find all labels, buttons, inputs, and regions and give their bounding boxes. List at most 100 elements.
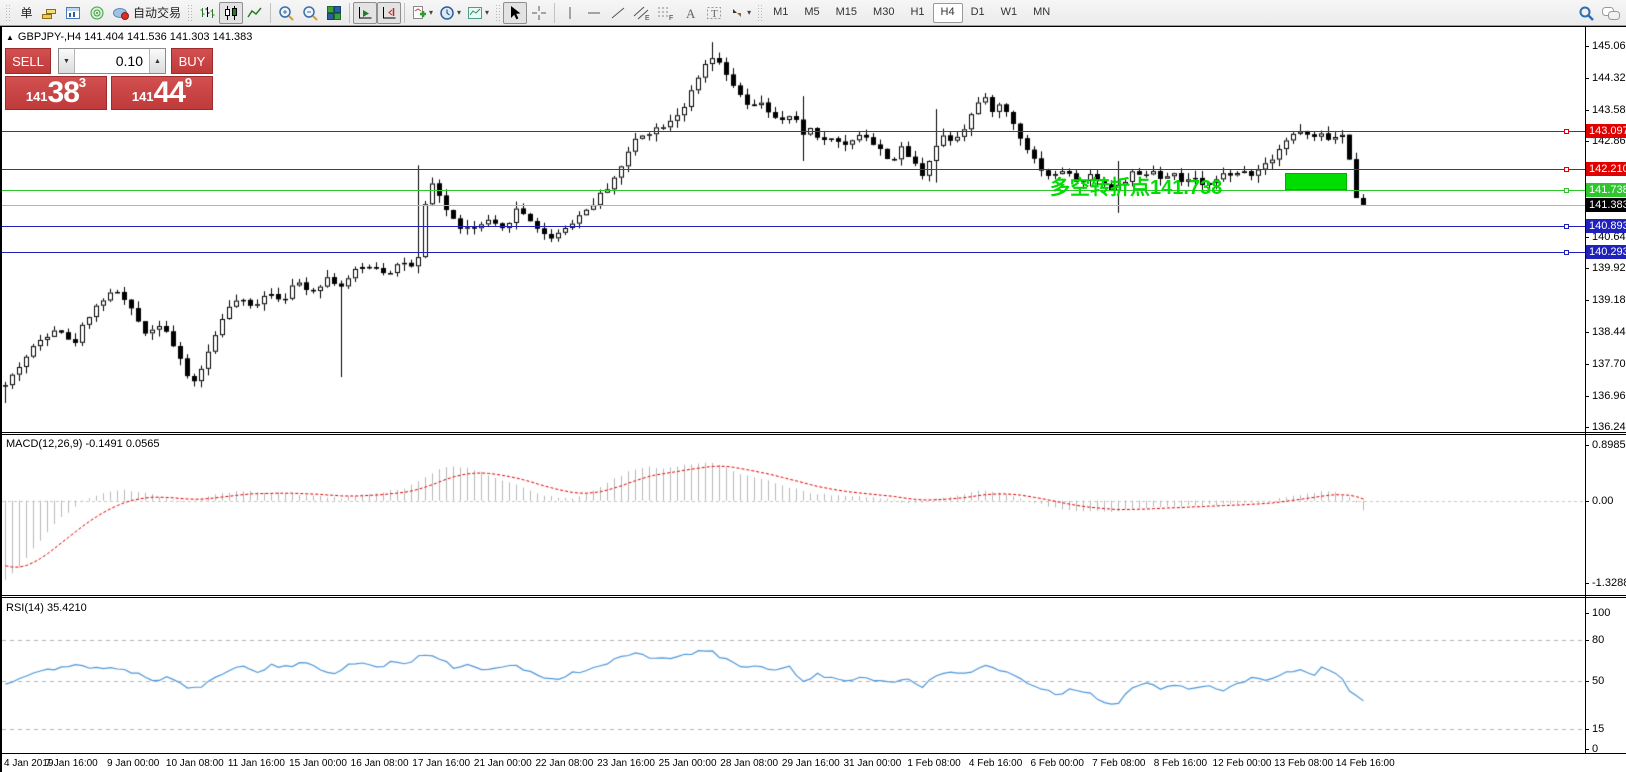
hline-140.293[interactable] — [2, 250, 1585, 255]
one-click-trading-panel: SELL ▼ ▲ BUY 141 38 3 141 44 9 — [5, 48, 213, 110]
cursor-icon — [507, 5, 523, 21]
toolbar-grip[interactable] — [5, 3, 10, 22]
timeframe-button-m15[interactable]: M15 — [835, 5, 858, 18]
timeframe-button-m1[interactable]: M1 — [773, 5, 789, 18]
toolbar-grip[interactable] — [495, 3, 501, 22]
timeframe-button-h1[interactable]: H1 — [910, 5, 925, 18]
chart-profiles-button[interactable] — [61, 2, 85, 24]
autotrading-button[interactable]: 自动交易 — [109, 2, 184, 24]
hline-140.893[interactable] — [2, 224, 1585, 229]
sell-price-sup: 3 — [78, 75, 87, 90]
pane-separator[interactable] — [2, 432, 1626, 435]
trendline-button[interactable] — [606, 2, 630, 24]
indicators-button[interactable]: ▾ — [408, 2, 436, 24]
buy-price-button[interactable]: 141 44 9 — [111, 76, 213, 110]
horizontal-line-button[interactable] — [582, 2, 606, 24]
periods-button[interactable]: ▾ — [436, 2, 464, 24]
time-axis[interactable]: 4 Jan 2019 7 Jan 16:00 9 Jan 00:00 10 Jan 0… — [2, 753, 1626, 772]
toolbar-grip[interactable] — [757, 3, 763, 22]
volume-increase-button[interactable]: ▲ — [149, 49, 165, 73]
gold-bars-icon — [41, 5, 57, 21]
market-watch-button[interactable] — [85, 2, 109, 24]
hline-141.383[interactable] — [2, 205, 1585, 206]
hline-143.097[interactable] — [2, 129, 1585, 134]
zoom-out-button[interactable] — [298, 2, 322, 24]
svg-text:A: A — [686, 6, 696, 21]
line-chart-icon — [247, 5, 263, 21]
hline-141.738[interactable] — [2, 188, 1585, 193]
volume-input[interactable] — [75, 49, 149, 73]
line-handle[interactable] — [1564, 167, 1569, 172]
chat-button[interactable] — [1598, 2, 1624, 24]
crosshair-button[interactable] — [527, 2, 551, 24]
cursor-button[interactable] — [503, 1, 528, 24]
annotation-text[interactable]: 多空转折点141.738 — [1050, 177, 1223, 199]
volume-decrease-button[interactable]: ▼ — [59, 49, 75, 73]
line-handle[interactable] — [1564, 188, 1569, 193]
price-tick: 144.320 — [1585, 72, 1626, 84]
arrows-icon — [729, 5, 745, 21]
new-chart-button[interactable] — [37, 2, 61, 24]
tile-windows-button[interactable] — [322, 2, 346, 24]
fibonacci-icon: F — [657, 5, 675, 21]
price-tick: 145.060 — [1585, 40, 1626, 52]
time-label: 4 Feb 16:00 — [968, 758, 1023, 769]
templates-button[interactable]: ▾ — [464, 2, 492, 24]
price-tick: 136.960 — [1585, 390, 1626, 402]
dropdown-caret-icon: ▾ — [747, 8, 752, 17]
timeframe-button-m5[interactable]: M5 — [804, 5, 820, 18]
dropdown-caret-icon: ▾ — [457, 8, 462, 17]
buy-button[interactable]: BUY — [171, 48, 213, 74]
price-tick: 137.700 — [1585, 358, 1626, 370]
time-label: 25 Jan 00:00 — [658, 758, 717, 769]
chart-canvas[interactable] — [2, 27, 1585, 772]
line-handle[interactable] — [1564, 250, 1569, 255]
chart-shift-button[interactable] — [377, 1, 402, 24]
search-button[interactable] — [1574, 2, 1598, 24]
text-label-icon: T — [705, 5, 723, 21]
time-label: 10 Jan 08:00 — [165, 758, 224, 769]
time-label: 11 Jan 16:00 — [227, 758, 285, 769]
timeframe-button-m30[interactable]: M30 — [873, 5, 895, 18]
text-label-button[interactable]: T — [702, 2, 726, 24]
hline-142.210[interactable] — [2, 167, 1585, 172]
macd-tick: 0.00 — [1584, 494, 1614, 507]
zoom-in-button[interactable] — [274, 2, 298, 24]
chart-window-icon — [65, 5, 81, 21]
collapse-arrow-icon[interactable]: ▲ — [6, 33, 14, 42]
timeframe-button-d1[interactable]: D1 — [970, 5, 985, 18]
fibonacci-button[interactable]: F — [654, 2, 678, 24]
timeframe-button-w1[interactable]: W1 — [1000, 5, 1018, 18]
arrows-button[interactable]: ▾ — [726, 2, 754, 24]
candlestick-chart-button[interactable] — [219, 1, 244, 24]
bar-chart-button[interactable] — [195, 2, 219, 24]
text-button[interactable]: A — [678, 2, 702, 24]
svg-text:T: T — [711, 8, 718, 20]
line-handle[interactable] — [1564, 129, 1569, 134]
macd-tick: 0.8985 — [1585, 439, 1626, 452]
price-tick: 140.640 — [1585, 231, 1626, 243]
sell-button[interactable]: SELL — [5, 48, 51, 74]
timeframe-button-mn[interactable]: MN — [1033, 5, 1051, 18]
time-label: 21 Jan 00:00 — [473, 758, 532, 769]
symbol-ohlc-text: GBPJPY-,H4 141.404 141.536 141.303 141.3… — [17, 31, 253, 43]
time-label: 17 Jan 16:00 — [412, 758, 471, 769]
time-label: 22 Jan 08:00 — [535, 758, 594, 769]
pane-separator[interactable] — [2, 595, 1626, 598]
timeframe-button-h4[interactable]: H4 — [932, 2, 963, 23]
vertical-line-button[interactable] — [558, 2, 582, 24]
new-order-button[interactable]: 单 — [13, 2, 37, 24]
autoscroll-button[interactable] — [353, 1, 378, 24]
toolbar-grip[interactable] — [187, 3, 193, 22]
clock-icon — [439, 5, 455, 21]
line-chart-button[interactable] — [243, 2, 267, 24]
text-a-icon: A — [682, 5, 698, 21]
dropdown-caret-icon: ▾ — [429, 8, 434, 17]
template-icon — [467, 5, 483, 21]
highlight-rectangle[interactable] — [1285, 173, 1347, 190]
line-handle[interactable] — [1564, 224, 1569, 229]
sell-price-button[interactable]: 141 38 3 — [5, 76, 107, 110]
equidistant-channel-button[interactable]: E — [630, 2, 654, 24]
vertical-line-icon — [562, 5, 578, 21]
ohlc-bars-icon — [199, 5, 215, 21]
